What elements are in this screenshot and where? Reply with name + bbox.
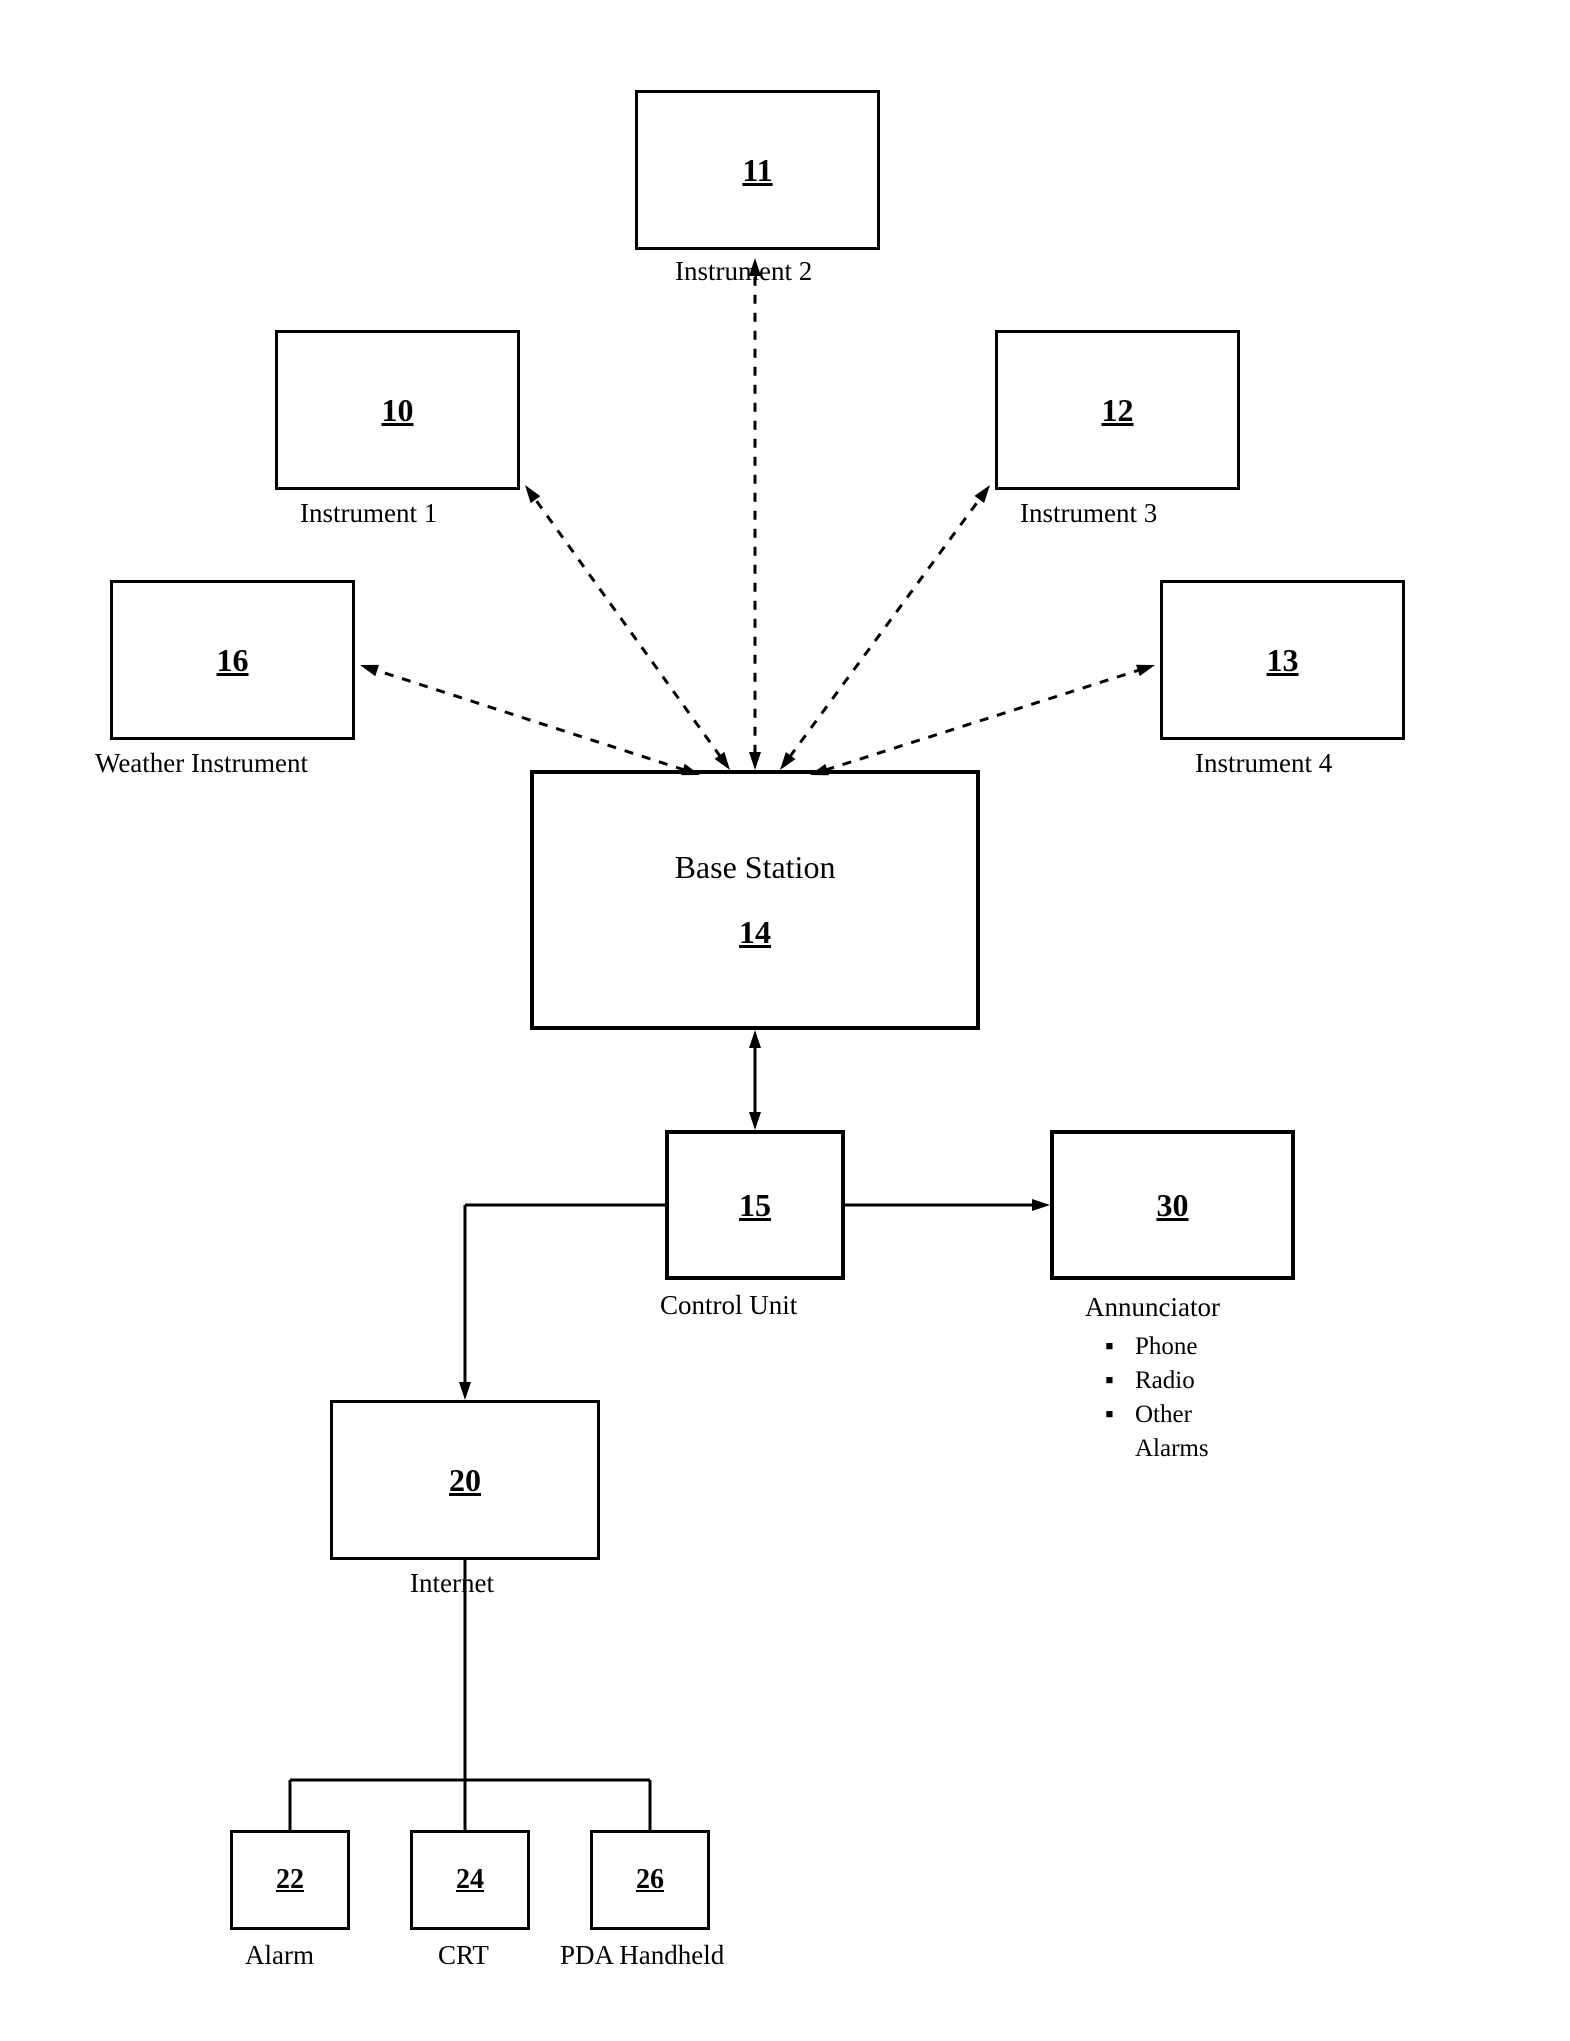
- node-label: Instrument 3: [1020, 498, 1157, 529]
- node-number: 30: [1157, 1187, 1189, 1224]
- bullet-dot-icon: ▪: [1105, 1364, 1135, 1398]
- node-label: Instrument 2: [675, 256, 812, 287]
- edge: [360, 665, 700, 775]
- node-label: Internet: [410, 1568, 494, 1599]
- node-n20: 20: [330, 1400, 600, 1560]
- edge: [749, 258, 761, 770]
- node-number: 24: [456, 1864, 484, 1896]
- node-n24: 24: [410, 1830, 530, 1930]
- edge: [459, 1205, 471, 1400]
- arrowhead-icon: [749, 1030, 761, 1048]
- node-n22: 22: [230, 1830, 350, 1930]
- node-n16: 16: [110, 580, 355, 740]
- node-number: 11: [742, 152, 772, 189]
- arrowhead-icon: [360, 665, 379, 676]
- node-number: 10: [382, 392, 414, 429]
- node-n26: 26: [590, 1830, 710, 1930]
- arrowhead-icon: [1032, 1199, 1050, 1211]
- arrowhead-icon: [780, 752, 796, 770]
- edge: [845, 1199, 1050, 1211]
- bullet-dot-icon: ▪: [1105, 1330, 1135, 1364]
- node-title: Base Station: [675, 849, 836, 886]
- node-label: Annunciator: [1085, 1292, 1220, 1323]
- node-number: 20: [449, 1462, 481, 1499]
- node-n14: Base Station 14: [530, 770, 980, 1030]
- node-label: Instrument 1: [300, 498, 437, 529]
- node-label: Control Unit: [660, 1290, 797, 1321]
- node-n12: 12: [995, 330, 1240, 490]
- node-number: 13: [1267, 642, 1299, 679]
- diagram-canvas: 11 Instrument 2 10 Instrument 1 12 Instrument…: [0, 0, 1570, 2041]
- node-label: CRT: [438, 1940, 489, 1971]
- bullet-item: ▪Phone: [1105, 1330, 1209, 1364]
- node-n13: 13: [1160, 580, 1405, 740]
- node-n30: 30: [1050, 1130, 1295, 1280]
- node-label: Instrument 4: [1195, 748, 1332, 779]
- node-label: Weather Instrument: [95, 748, 308, 779]
- bullet-text: Other: [1135, 1401, 1192, 1428]
- edge: [749, 1030, 761, 1130]
- node-number: 14: [739, 914, 771, 951]
- node-number: 12: [1102, 392, 1134, 429]
- node-n15: 15: [665, 1130, 845, 1280]
- node-n10: 10: [275, 330, 520, 490]
- node-n11: 11: [635, 90, 880, 250]
- bullet-item: ▪Other: [1105, 1398, 1209, 1432]
- arrowhead-icon: [525, 485, 540, 503]
- node-number: 26: [636, 1864, 664, 1896]
- arrowhead-icon: [1136, 665, 1155, 676]
- edge: [780, 485, 990, 770]
- node-number: 22: [276, 1864, 304, 1896]
- bullet-text: Phone: [1135, 1333, 1198, 1360]
- node-label: PDA Handheld: [560, 1940, 724, 1971]
- annunciator-bullets: ▪Phone▪Radio▪OtherAlarms: [1105, 1330, 1209, 1466]
- arrowhead-icon: [749, 752, 761, 770]
- edge: [525, 485, 730, 770]
- arrowhead-icon: [749, 1112, 761, 1130]
- node-number: 16: [217, 642, 249, 679]
- node-number: 15: [739, 1187, 771, 1224]
- bullet-dot-icon: ▪: [1105, 1398, 1135, 1432]
- arrowhead-icon: [459, 1382, 471, 1400]
- bullet-text-cont: Alarms: [1105, 1432, 1209, 1466]
- node-label: Alarm: [245, 1940, 314, 1971]
- bullet-item: ▪Radio: [1105, 1364, 1209, 1398]
- edge: [810, 665, 1155, 775]
- bullet-text: Radio: [1135, 1367, 1195, 1394]
- arrowhead-icon: [715, 752, 730, 770]
- arrowhead-icon: [974, 485, 990, 503]
